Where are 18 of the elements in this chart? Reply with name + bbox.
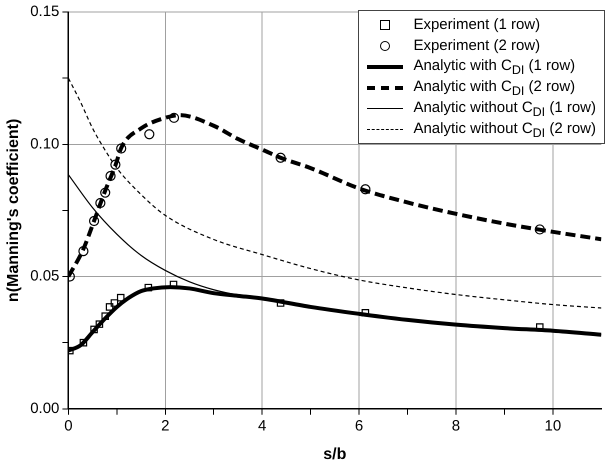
x-tick-label: 6 — [354, 417, 364, 434]
x-tick-label: 10 — [544, 417, 562, 434]
y-tick-label: 0.10 — [30, 135, 60, 152]
legend-label: Experiment (2 row) — [413, 37, 540, 54]
x-tick-label: 4 — [258, 417, 266, 434]
x-tick-label: 2 — [161, 417, 170, 434]
y-tick-label: 0.00 — [30, 400, 60, 417]
legend-label: Analytic without C$_{DI}$ (2 row) — [413, 120, 596, 140]
x-tick-label: 0 — [64, 417, 73, 434]
x-tick-label: 8 — [452, 417, 460, 434]
legend-label: Analytic with C$_{DI}$ (2 row) — [413, 78, 576, 98]
legend-label: Analytic with C$_{DI}$ (1 row) — [413, 56, 576, 76]
x-axis-title: s/b — [323, 446, 347, 463]
y-axis-title: n(Manning's coefficient) — [5, 118, 22, 302]
y-tick-label: 0.15 — [30, 3, 60, 20]
legend-label: Analytic without C$_{DI}$ (1 row) — [413, 98, 596, 118]
y-tick-label: 0.05 — [30, 268, 60, 285]
legend-label: Experiment (1 row) — [413, 16, 540, 33]
